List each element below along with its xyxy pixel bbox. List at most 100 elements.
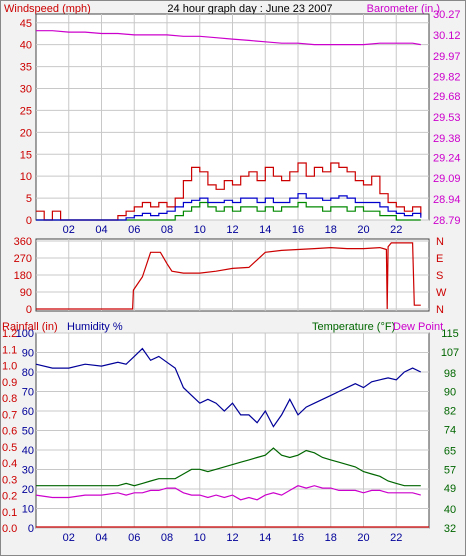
- temperature-tick-label: 49: [444, 483, 456, 495]
- temperature-tick-label: 65: [444, 445, 456, 457]
- barometer-tick-label: 28.94: [433, 194, 461, 206]
- x-tick-label: 20: [357, 532, 369, 544]
- barometer-tick-label: 29.53: [433, 112, 461, 124]
- temperature-tick-label: 57: [444, 464, 456, 476]
- rainfall-tick-label: 0.1: [2, 507, 17, 519]
- rainfall-tick-label: 1.1: [2, 344, 17, 356]
- x-tick-label: 16: [292, 224, 304, 236]
- windspeed-axis-label: Windspeed (mph): [4, 3, 91, 15]
- series-layer: [35, 30, 429, 528]
- x-tick-label: 10: [194, 224, 206, 236]
- windspeed-tick-label: 45: [20, 18, 32, 30]
- x-tick-label: 12: [226, 224, 238, 236]
- humidity-tick-label: 10: [22, 504, 34, 516]
- compass-tick-label: N: [436, 236, 444, 248]
- rainfall-tick-label: 1.0: [2, 361, 17, 373]
- x-tick-label: 20: [357, 224, 369, 236]
- x-tick-label: 06: [128, 532, 140, 544]
- temperature-tick-label: 98: [444, 368, 456, 380]
- x-tick-label: 18: [325, 532, 337, 544]
- x-tick-label: 22: [390, 224, 402, 236]
- dew-point-line: [35, 485, 421, 501]
- temperature-tick-label: 107: [441, 347, 459, 359]
- temperature-tick-label: 32: [444, 523, 456, 535]
- humidity-tick-label: 20: [22, 484, 34, 496]
- barometer-tick-label: 28.79: [433, 215, 461, 227]
- windspeed-tick-label: 5: [26, 193, 32, 205]
- direction-tick-label: 90: [20, 287, 32, 299]
- wind-avg-line: [36, 193, 422, 221]
- windspeed-tick-label: 15: [20, 149, 32, 161]
- barometer-tick-label: 30.27: [433, 9, 461, 21]
- humidity-tick-label: 60: [22, 406, 34, 418]
- x-tick-label: 04: [95, 224, 107, 236]
- barometer-tick-label: 29.24: [433, 152, 461, 164]
- barometer-tick-label: 29.09: [433, 173, 461, 185]
- x-tick-label: 06: [128, 224, 140, 236]
- temperature-tick-label: 82: [444, 406, 456, 418]
- temperature-axis-label: Temperature (°F): [312, 321, 395, 333]
- x-tick-label: 14: [259, 532, 271, 544]
- temperature-tick-label: 115: [441, 328, 459, 340]
- rainfall-tick-label: 0.8: [2, 393, 17, 405]
- humidity-tick-label: 80: [22, 367, 34, 379]
- barometer-tick-label: 29.38: [433, 133, 461, 145]
- humidity-axis-label: Humidity %: [67, 321, 123, 333]
- direction-tick-label: 0: [26, 304, 32, 316]
- barometer-tick-label: 29.82: [433, 72, 461, 84]
- humidity-tick-label: 50: [22, 426, 34, 438]
- humidity-tick-label: 40: [22, 445, 34, 457]
- windspeed-tick-label: 25: [20, 105, 32, 117]
- x-tick-label: 08: [161, 224, 173, 236]
- rainfall-tick-label: 0.9: [2, 377, 17, 389]
- barometer-tick-label: 30.12: [433, 30, 461, 42]
- x-tick-label: 02: [63, 532, 75, 544]
- rainfall-tick-label: 0.7: [2, 409, 17, 421]
- direction-tick-label: 180: [14, 270, 32, 282]
- barometer-tick-label: 29.97: [433, 51, 461, 63]
- windspeed-tick-label: 40: [20, 40, 32, 52]
- rainfall-tick-label: 0.6: [2, 426, 17, 438]
- x-tick-label: 18: [325, 224, 337, 236]
- windspeed-tick-label: 0: [26, 215, 32, 227]
- graph-title: 24 hour graph day : June 23 2007: [167, 3, 332, 15]
- direction-tick-label: 270: [14, 253, 32, 265]
- wind-direction-line: [36, 242, 421, 310]
- dewpoint-axis-label: Dew Point: [393, 321, 443, 333]
- x-tick-label: 16: [292, 532, 304, 544]
- rainfall-tick-label: 0.0: [2, 523, 17, 535]
- windspeed-tick-label: 10: [20, 171, 32, 183]
- rainfall-tick-label: 0.5: [2, 442, 17, 454]
- x-tick-label: 08: [161, 532, 173, 544]
- humidity-line: [35, 347, 422, 428]
- x-tick-label: 04: [95, 532, 107, 544]
- rainfall-tick-label: 1.2: [2, 328, 17, 340]
- compass-tick-label: E: [436, 253, 443, 265]
- windspeed-tick-label: 35: [20, 62, 32, 74]
- windspeed-tick-label: 30: [20, 84, 32, 96]
- temperature-tick-label: 74: [444, 424, 456, 436]
- wind-low-line: [36, 201, 421, 221]
- windspeed-line: [36, 162, 422, 221]
- direction-tick-label: 360: [14, 236, 32, 248]
- barometer-axis-label: Barometer (in.): [367, 3, 440, 15]
- temperature-tick-label: 40: [444, 504, 456, 516]
- barometer-tick-label: 29.68: [433, 91, 461, 103]
- temperature-line: [36, 447, 421, 487]
- humidity-tick-label: 30: [22, 465, 34, 477]
- tick-label-layer: 02 02 04 04 06 06 08 08 10 10 12 12 14 14 16 16 18 18 20 20…: [2, 9, 461, 544]
- compass-tick-label: N: [436, 304, 444, 316]
- compass-tick-label: W: [436, 287, 447, 299]
- rainfall-tick-label: 0.4: [2, 458, 17, 470]
- humidity-tick-label: 70: [22, 387, 34, 399]
- rainfall-tick-label: 0.2: [2, 491, 17, 503]
- barometer-line: [36, 30, 421, 46]
- compass-tick-label: S: [436, 270, 443, 282]
- temperature-tick-label: 90: [444, 387, 456, 399]
- humidity-tick-label: 90: [22, 348, 34, 360]
- x-tick-label: 10: [194, 532, 206, 544]
- windspeed-tick-label: 20: [20, 127, 32, 139]
- humidity-tick-label: 0: [28, 523, 34, 535]
- x-tick-label: 02: [63, 224, 75, 236]
